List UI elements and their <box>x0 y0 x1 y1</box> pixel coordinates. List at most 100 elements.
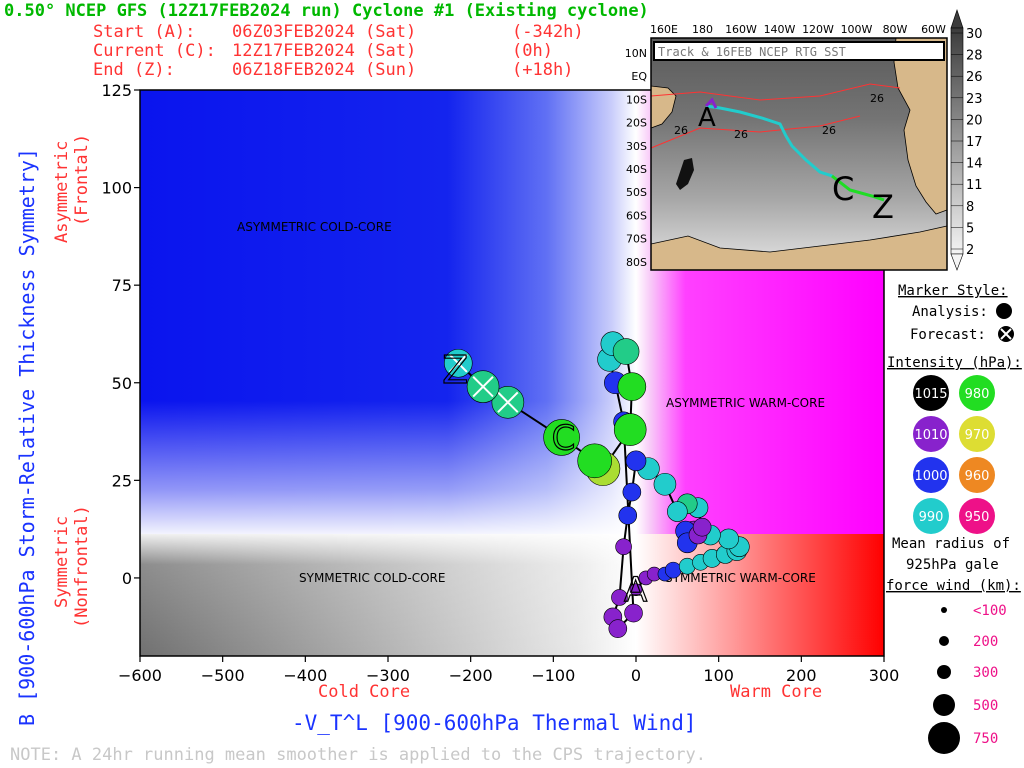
inset-sst-label: 26 <box>822 124 836 137</box>
inset-track-line-late <box>831 174 885 202</box>
colorbar-tick-label: 26 <box>966 70 983 85</box>
intensity-swatch-label: 1010 <box>914 428 947 443</box>
y-tick-label: 100 <box>101 179 132 198</box>
intensity-swatch <box>913 375 949 411</box>
colorbar-tick-label: 5 <box>966 221 974 236</box>
legend-analysis-marker <box>996 303 1012 319</box>
inset-track-label-z: Z <box>872 188 894 226</box>
quadrant-asym-cold-fade <box>140 90 636 534</box>
analysis-point <box>615 538 632 556</box>
track-label-start: A <box>624 571 647 611</box>
analysis-point <box>625 450 647 472</box>
analysis-point <box>629 583 643 596</box>
analysis-point <box>611 589 628 606</box>
analysis-point <box>622 482 642 502</box>
radius-marker-label: 500 <box>973 698 998 714</box>
quadrant-sym-warm-bg <box>636 534 884 656</box>
y-tick-label: 125 <box>101 81 132 100</box>
y-label-asym-2: (Frontal) <box>72 134 92 226</box>
label-sym-warm: SYMMETRIC WARM-CORE <box>665 571 816 585</box>
analysis-point <box>667 501 688 522</box>
chart-title: 0.50° NCEP GFS (12Z17FEB2024 run) Cyclon… <box>4 1 649 21</box>
inset-lon-labels: 160E 180 160W 140W 120W 100W 80W 60W <box>650 23 946 36</box>
inset-lon-label: 140W <box>764 23 796 36</box>
x-tick-label: 300 <box>869 666 900 685</box>
colorbar-tick-label: 20 <box>966 113 983 128</box>
intensity-swatch <box>913 498 949 534</box>
radius-marker-label: 200 <box>973 634 998 650</box>
analysis-point <box>718 528 739 550</box>
intensity-swatch <box>959 498 995 534</box>
analysis-point <box>618 506 638 525</box>
x-tick-label: 200 <box>786 666 817 685</box>
colorbar-tick-label: 2 <box>966 243 974 258</box>
header-current-offset: (0h) <box>512 41 553 61</box>
inset-sst-contour-26 <box>650 83 901 149</box>
intensity-swatch-label: 990 <box>919 510 944 525</box>
legend-intensity-swatches: 1015 980 1010 970 1000 960 990 950 <box>913 375 995 534</box>
y-tick-label: 25 <box>112 471 132 490</box>
inset-lon-label: 160E <box>650 23 678 36</box>
intensity-swatch <box>913 457 949 493</box>
x-tick-label: 100 <box>703 666 734 685</box>
inset-track-label-a: A <box>698 103 716 133</box>
colorbar-tick-labels: 30 28 26 23 20 17 14 11 8 5 2 <box>951 27 983 258</box>
x-label-warm-core: Warm Core <box>730 682 822 702</box>
colorbar-tick-label: 23 <box>966 92 983 107</box>
x-tick-label: −400 <box>283 666 327 685</box>
colorbar-tick-label: 28 <box>966 49 983 64</box>
radius-marker <box>939 636 949 646</box>
y-tick-label: 75 <box>112 276 132 295</box>
inset-lat-label: EQ <box>631 70 647 83</box>
inset-lat-label: 50S <box>626 186 647 199</box>
inset-lat-label: 80S <box>626 256 647 269</box>
inset-lon-label: 120W <box>802 23 834 36</box>
legend-radius-title-2: 925hPa gale <box>906 557 999 573</box>
inset-land-nz <box>676 158 694 190</box>
header-start-label: Start (A): <box>93 22 195 42</box>
analysis-point <box>664 561 682 579</box>
y-tick-label: 0 <box>122 569 132 588</box>
legend-marker-title: Marker Style: <box>898 283 1008 299</box>
inset-track-label-c: C <box>832 170 854 208</box>
header-lines: Start (A): 06Z03FEB2024 (Sat) (-342h) Cu… <box>93 22 584 80</box>
colorbar-tick-label: 17 <box>966 135 983 150</box>
forecast-cross <box>448 353 468 373</box>
inset-title-box <box>653 41 945 61</box>
radius-marker-label: 750 <box>973 731 998 747</box>
x-axis-title: -V_T^L [900-600hPa Thermal Wind] <box>292 711 697 735</box>
track-inset-map: Track & 16FEB NCEP RTG SST A C Z 26 26 2… <box>625 23 948 271</box>
y-axis-ticks: 125 100 75 50 25 0 <box>101 81 140 588</box>
inset-lat-label: 20S <box>626 117 647 130</box>
analysis-point <box>617 372 647 401</box>
track-label-current: C <box>552 418 576 458</box>
header-end-date: 06Z18FEB2024 (Sun) <box>232 60 416 80</box>
intensity-swatch-label: 970 <box>965 428 990 443</box>
intensity-swatch-label: 960 <box>965 469 990 484</box>
header-start-date: 06Z03FEB2024 (Sat) <box>232 22 416 42</box>
inset-lat-label: 10S <box>626 93 647 106</box>
colorbar-tick-label: 8 <box>966 200 974 215</box>
intensity-swatch <box>959 416 995 452</box>
intensity-swatch <box>913 416 949 452</box>
plot-frame <box>139 89 885 657</box>
legend-radius-title-1: Mean radius of <box>892 536 1010 552</box>
analysis-point <box>543 419 580 456</box>
analysis-point <box>624 603 643 623</box>
inset-lat-label: 40S <box>626 163 647 176</box>
x-tick-label: 0 <box>631 666 641 685</box>
intensity-swatch-label: 1000 <box>914 469 947 484</box>
x-tick-label: −500 <box>201 666 245 685</box>
plot-background <box>140 90 884 656</box>
inset-lon-label: 60W <box>921 23 946 36</box>
analysis-point <box>653 472 677 496</box>
forecast-cross <box>497 391 519 413</box>
inset-lon-label: 100W <box>841 23 873 36</box>
inset-lon-label: 80W <box>883 23 908 36</box>
colorbar-bottom-arrow <box>950 253 964 271</box>
legend-forecast-marker <box>998 326 1014 342</box>
inset-lat-label: 30S <box>626 140 647 153</box>
y-label-asym-1: Asymmetric <box>52 141 72 243</box>
footnote: NOTE: A 24hr running mean smoother is ap… <box>10 745 706 765</box>
inset-lon-label: 160W <box>725 23 757 36</box>
